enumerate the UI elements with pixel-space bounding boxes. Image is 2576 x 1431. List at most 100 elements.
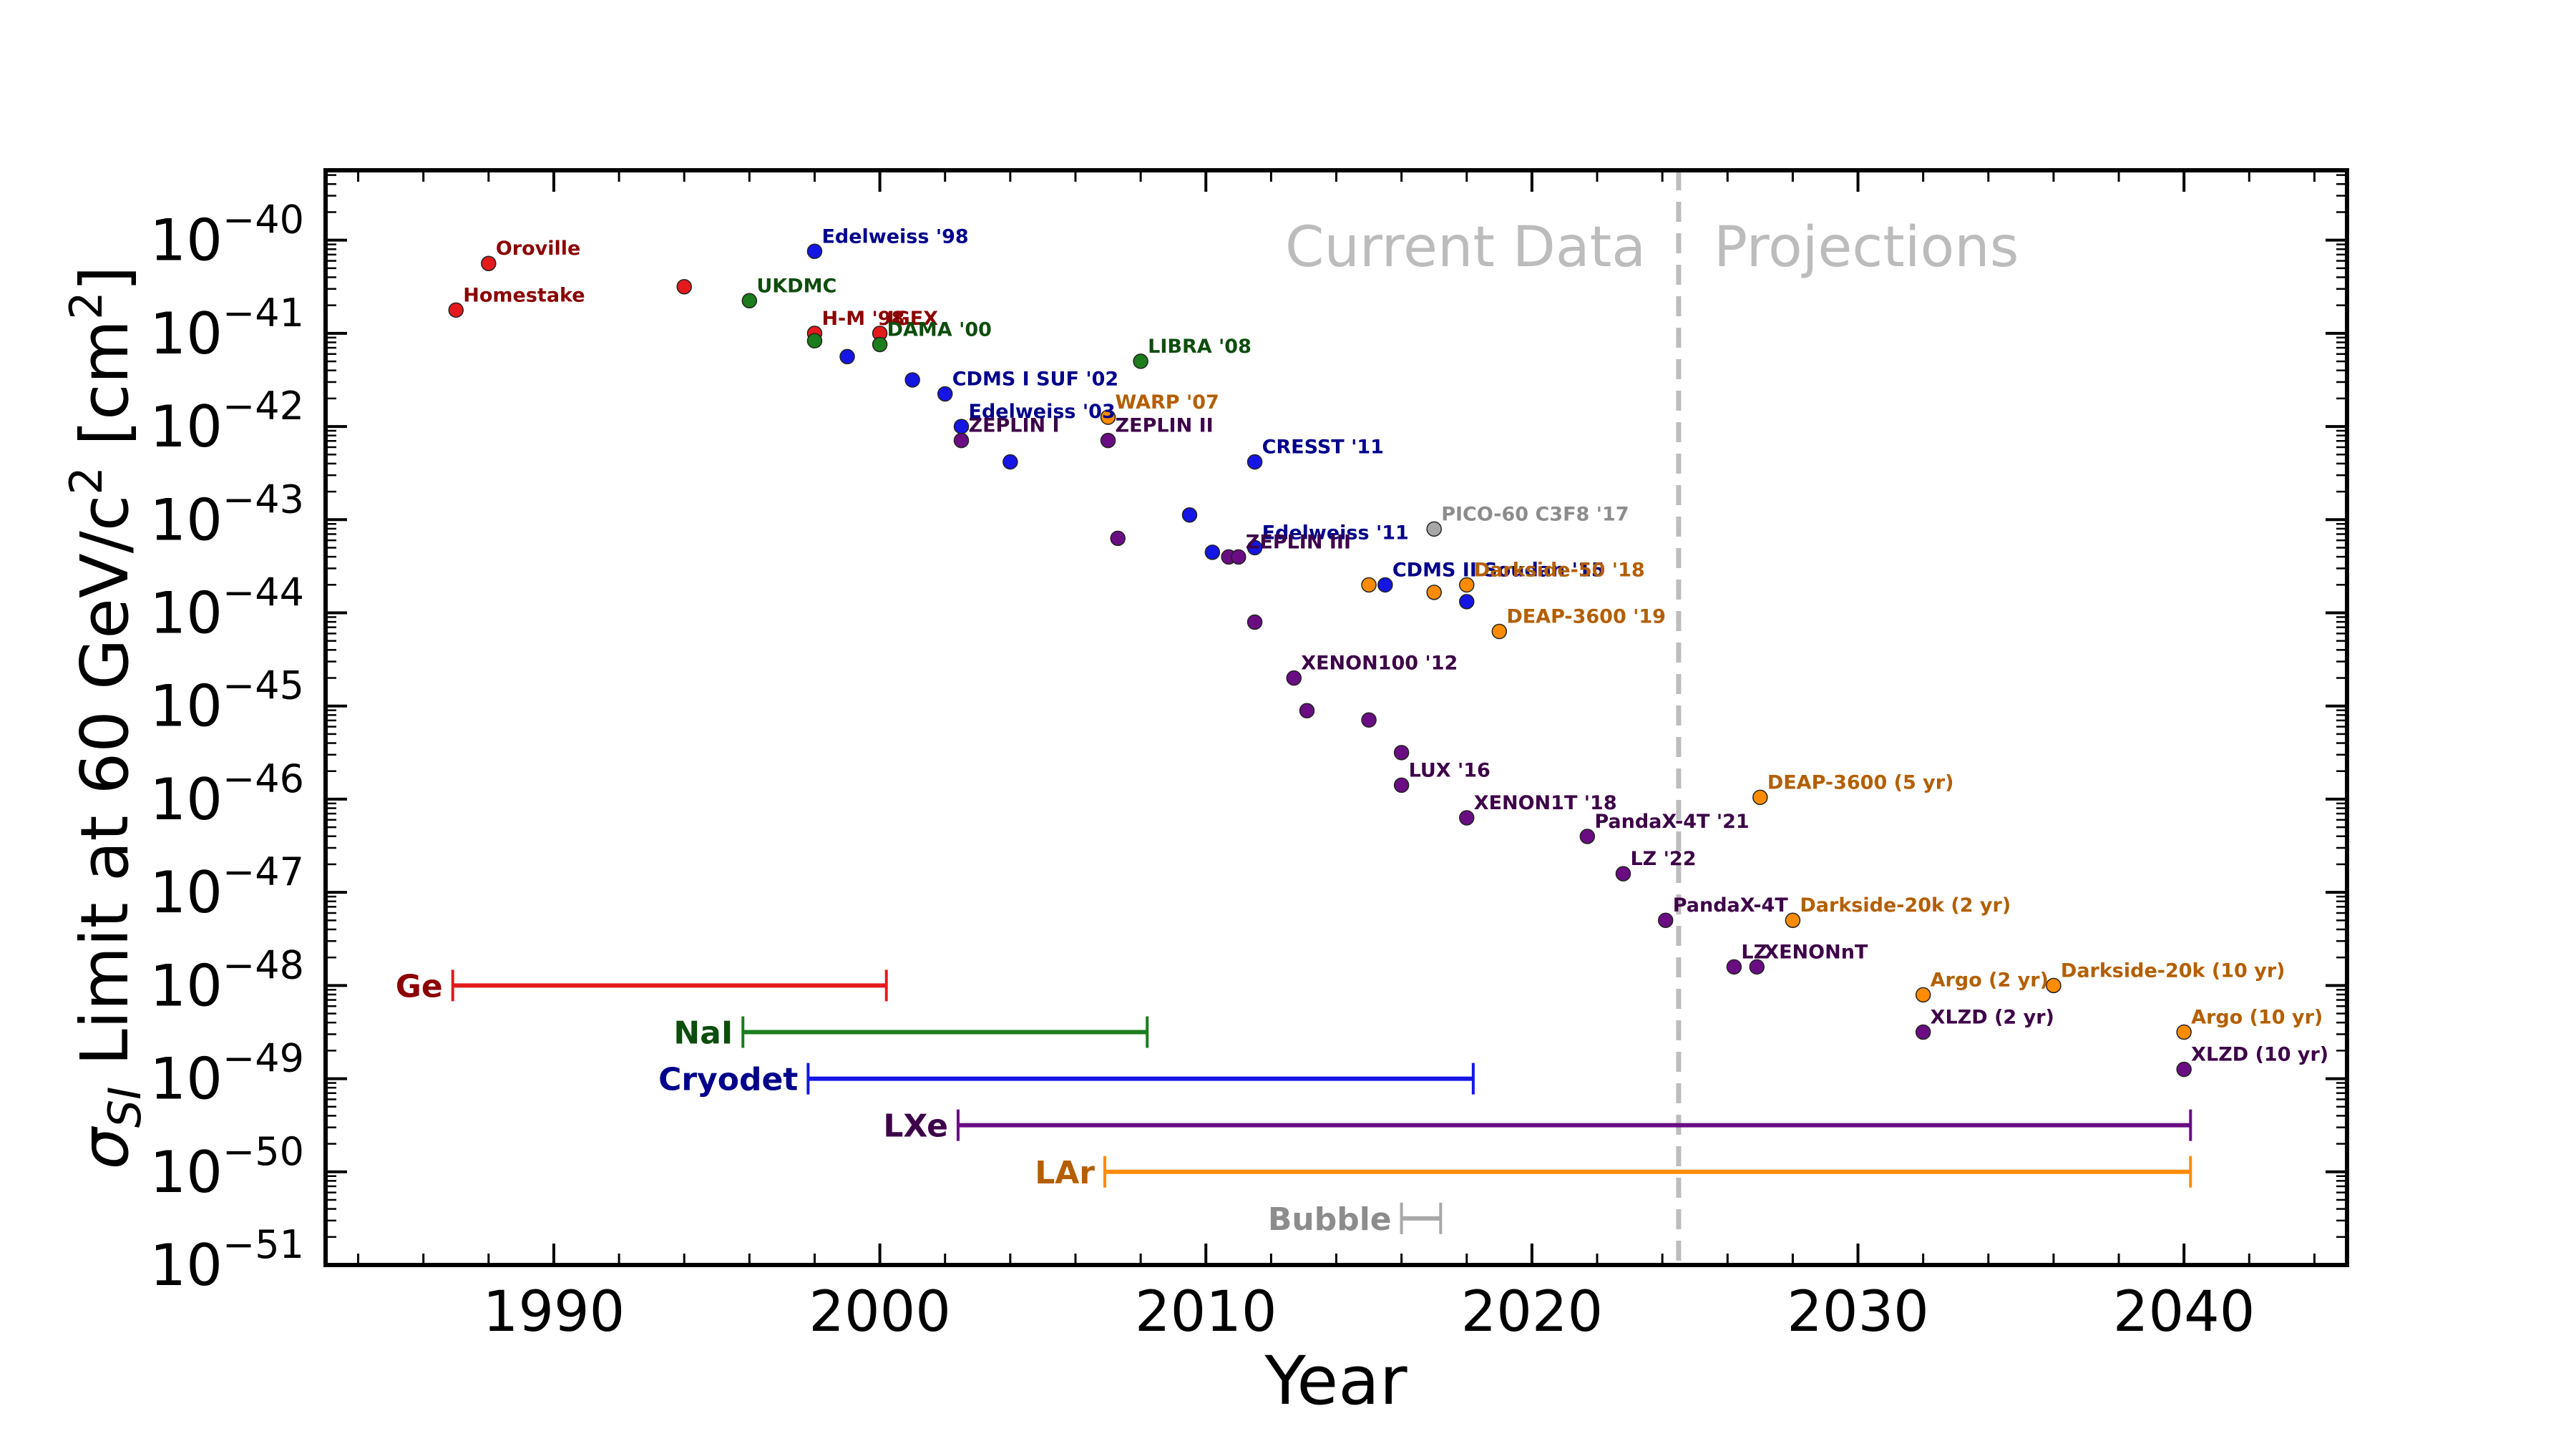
data-point-bubble (1426, 521, 1442, 537)
point-label: WARP '07 (1116, 391, 1219, 414)
technology-ranges: Ge NaI Cryodet LXe LAr Bubble (396, 968, 2192, 1238)
data-point-lar (1785, 912, 1801, 928)
y-tick-label: 10−50 (150, 1129, 304, 1206)
point-label: Argo (2 yr) (1931, 969, 2049, 991)
data-point-lxe (1100, 432, 1116, 449)
point-label: ZEPLIN I (969, 415, 1060, 437)
data-point-lxe (1231, 549, 1246, 565)
point-label: XENON1T '18 (1474, 792, 1617, 814)
point-label: ZEPLIN II (1116, 415, 1214, 437)
data-point-lxe (1615, 866, 1631, 881)
data-point-lar (1361, 577, 1377, 593)
data-point-lxe (1579, 829, 1596, 844)
point-label: LZ (1741, 941, 1767, 963)
data-point-lxe (953, 432, 970, 449)
point-label: DEAP-3600 (5 yr) (1767, 771, 1954, 793)
data-point-ge (448, 302, 464, 318)
point-label: Oroville (496, 238, 581, 260)
point-label: ZEPLIN III (1246, 531, 1351, 553)
point-label: Edelweiss '03 (969, 401, 1116, 423)
data-point-nai (1133, 353, 1148, 369)
data-point-cryodet (1246, 454, 1263, 470)
x-axis-label: Year (1264, 1342, 1407, 1420)
data-point-cryodet (1002, 454, 1018, 470)
range-label-lar: LAr (1035, 1155, 1095, 1191)
point-label: H-M '98 (821, 308, 904, 330)
data-point-cryodet (1246, 539, 1263, 556)
data-points (448, 243, 2192, 1078)
data-point-lar (1915, 987, 1931, 1003)
point-label: XLZD (2 yr) (1931, 1006, 2054, 1028)
data-point-lxe (1361, 712, 1377, 728)
point-label: Argo (10 yr) (2191, 1006, 2323, 1028)
data-point-lxe (1299, 703, 1315, 718)
data-point-lar (1426, 585, 1442, 600)
range-label-bubble: Bubble (1268, 1201, 1392, 1238)
point-label: CRESST '11 (1262, 436, 1384, 459)
data-point-cryodet (953, 419, 970, 434)
data-point-cryodet (937, 386, 953, 402)
point-label: Darkside-50 '18 (1474, 559, 1645, 581)
y-tick-label: 10−46 (150, 756, 304, 833)
data-point-nai (872, 336, 888, 353)
x-tick-label: 2030 (1787, 1280, 1929, 1344)
data-point-nai (741, 293, 758, 309)
point-label: CDMS II Soudan '15 (1392, 559, 1605, 581)
range-label-ge: Ge (396, 968, 443, 1005)
point-label: IGEX (887, 308, 939, 330)
data-point-lxe (1657, 912, 1674, 928)
point-label: PandaX-4T '21 (1594, 811, 1749, 833)
point-label: LUX '16 (1409, 759, 1491, 781)
y-tick-label: 10−51 (150, 1222, 304, 1299)
y-tick-label: 10−41 (150, 290, 304, 367)
data-point-lxe (1726, 959, 1742, 975)
y-tick-label: 10−48 (150, 942, 304, 1019)
point-label: Darkside-20k (10 yr) (2061, 959, 2285, 982)
data-point-lxe (1393, 745, 1410, 761)
data-point-cryodet (1181, 507, 1198, 523)
data-point-cryodet (806, 243, 823, 260)
point-label: XENONnT (1764, 941, 1868, 963)
data-point-lar (2046, 977, 2062, 994)
point-label: DAMA '00 (887, 318, 992, 341)
x-tick-label: 1990 (483, 1280, 625, 1344)
point-label: PICO-60 C3F8 '17 (1441, 503, 1629, 525)
data-point-lxe (1459, 810, 1475, 826)
x-tick-label: 2020 (1461, 1280, 1604, 1344)
x-tick-label: 2010 (1135, 1280, 1277, 1344)
data-point-ge (676, 279, 692, 295)
point-label: PandaX-4T (1673, 894, 1789, 917)
y-tick-label: 10−42 (150, 384, 304, 460)
data-point-nai (806, 333, 823, 349)
x-tick-label: 2040 (2113, 1280, 2255, 1344)
x-tick-label: 2000 (809, 1280, 951, 1344)
data-point-cryodet (1459, 594, 1475, 610)
data-point-lxe (1749, 959, 1765, 975)
data-point-cryodet (904, 372, 920, 388)
data-point-lxe (1246, 614, 1263, 630)
point-label: XLZD (10 yr) (2191, 1044, 2328, 1066)
data-point-lxe (2176, 1061, 2192, 1078)
y-axis-label: σSI Limit at 60 GeV/c2 [cm2] (60, 265, 151, 1169)
point-label: UKDMC (756, 275, 836, 297)
y-tick-label: 10−45 (150, 663, 304, 740)
point-label: Homestake (463, 284, 585, 306)
y-tick-label: 10−49 (150, 1036, 304, 1113)
y-tick-label: 10−43 (150, 477, 304, 553)
data-point-lar (2176, 1024, 2192, 1040)
range-label-nai: NaI (673, 1015, 733, 1051)
point-label: LIBRA '08 (1148, 336, 1252, 358)
data-point-lxe (1286, 670, 1302, 686)
point-label: LZ '22 (1630, 848, 1696, 870)
y-tick-label: 10−40 (150, 197, 304, 274)
range-label-cryodet: Cryodet (658, 1062, 798, 1098)
point-label: Edelweiss '11 (1262, 522, 1409, 544)
point-label: Edelweiss '98 (821, 225, 968, 248)
data-point-cryodet (1204, 544, 1221, 560)
data-point-lar (1100, 409, 1116, 425)
plot-frame (323, 168, 2349, 1267)
point-label: XENON100 '12 (1301, 653, 1458, 675)
axis-ticks: 1990 2000 2010 2020 2030 2040 10−40 10−41 10−42 1… (150, 170, 2347, 1344)
